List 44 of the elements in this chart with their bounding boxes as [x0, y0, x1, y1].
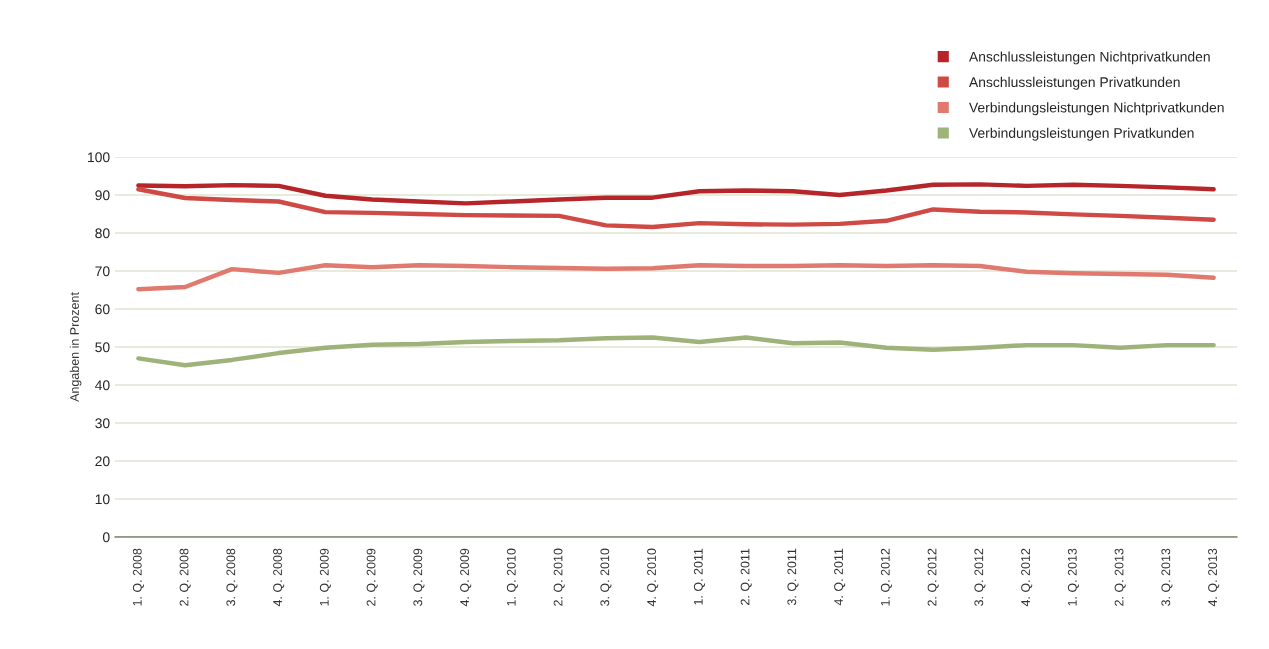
- y-tick-label: 90: [95, 190, 110, 201]
- x-tick-label: 1. Q. 2011: [693, 548, 705, 605]
- y-tick-label: 100: [88, 152, 110, 163]
- x-tick-label: 3. Q. 2012: [974, 548, 986, 606]
- x-tick-label: 2. Q. 2013: [1114, 548, 1126, 606]
- x-tick-label: 1. Q. 2008: [132, 548, 144, 606]
- x-tick-label: 2. Q. 2011: [740, 548, 752, 605]
- x-tick-label: 2. Q. 2009: [366, 548, 378, 606]
- y-tick-label: 10: [95, 494, 110, 505]
- x-tick-label: 3. Q. 2013: [1161, 548, 1173, 606]
- legend-label: Anschlussleistungen Nichtprivatkunden: [968, 51, 1210, 65]
- y-axis-title: Angaben in Prozent: [69, 292, 82, 402]
- y-tick-label: 70: [95, 266, 110, 277]
- x-tick-label: 4. Q. 2011: [834, 548, 846, 606]
- y-tick-label: 50: [95, 342, 110, 353]
- y-tick-label: 0: [102, 532, 110, 543]
- line-series: [136, 182, 1216, 206]
- x-tick-label: 1. Q. 2010: [506, 548, 518, 606]
- legend-label: Verbindungsleistungen Privatkunden: [969, 127, 1194, 141]
- y-tick-label: 30: [95, 418, 110, 429]
- x-tick-label: 4. Q. 2012: [1021, 548, 1033, 607]
- x-tick-label: 2. Q. 2010: [553, 548, 565, 606]
- x-tick-label: 2. Q. 2008: [179, 548, 191, 606]
- x-tick-label: 4. Q. 2010: [647, 548, 659, 607]
- y-tick-label: 40: [95, 380, 110, 391]
- x-tick-label: 3. Q. 2009: [413, 548, 425, 606]
- x-tick-label: 1. Q. 2013: [1067, 548, 1079, 606]
- x-tick-label: 1. Q. 2012: [880, 548, 892, 606]
- y-tick-label: 80: [95, 228, 110, 239]
- x-tick-label: 1. Q. 2009: [319, 548, 331, 606]
- legend-label: Anschlussleistungen Privatkunden: [968, 76, 1180, 90]
- line-series: [136, 187, 1216, 230]
- line-series: [136, 335, 1216, 368]
- x-tick-label: 4. Q. 2009: [460, 548, 472, 607]
- x-tick-label: 4. Q. 2008: [273, 548, 285, 607]
- x-tick-label: 3. Q. 2010: [600, 548, 612, 606]
- x-tick-label: 4. Q. 2013: [1208, 548, 1220, 607]
- x-tick-label: 2. Q. 2012: [927, 548, 939, 606]
- line-series: [136, 263, 1216, 292]
- x-tick-label: 3. Q. 2008: [226, 548, 238, 606]
- x-tick-label: 3. Q. 2011: [787, 548, 799, 606]
- legend-label: Verbindungsleistungen Nichtprivatkunden: [969, 102, 1224, 116]
- y-tick-label: 60: [95, 304, 110, 315]
- y-tick-label: 20: [95, 456, 110, 467]
